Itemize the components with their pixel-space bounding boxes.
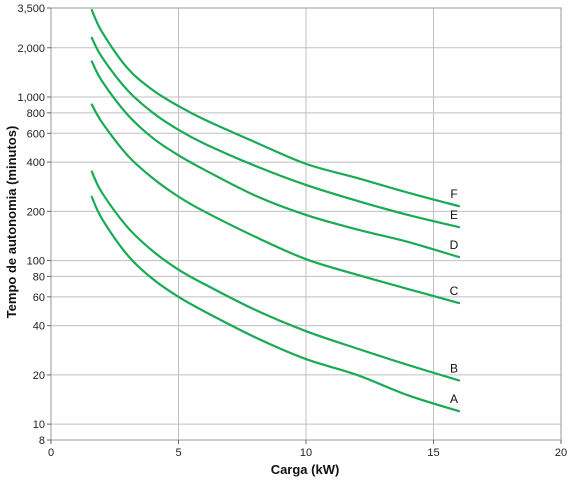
series-label-c: C	[450, 284, 459, 298]
y-tick-label: 600	[27, 128, 45, 140]
y-tick-label: 100	[27, 256, 45, 268]
y-tick-labels: 8 10 20 40 60 80 100 200 400 600 800 1,000 2,000 3,50…	[17, 3, 51, 447]
series-line-b	[90, 170, 461, 382]
y-tick-label: 200	[27, 206, 45, 218]
y-tick-label: 3,500	[17, 3, 45, 15]
y-tick-label: 10	[33, 419, 45, 431]
y-tick-label: 40	[33, 321, 45, 333]
series-line-a	[90, 195, 461, 413]
y-tick-label: 20	[33, 370, 45, 382]
x-tick-label: 15	[427, 447, 439, 459]
x-tick-label: 5	[175, 447, 181, 459]
y-tick-label: 1,000	[17, 92, 45, 104]
series-label-b: B	[450, 361, 458, 375]
series-line-f	[90, 8, 461, 208]
x-tick-labels: 0 5 10 15 20	[48, 440, 567, 459]
y-tick-label: 8	[39, 435, 45, 447]
y-tick-label: 2,000	[17, 43, 45, 55]
y-tick-label: 80	[33, 271, 45, 283]
series-layer: A B C D EF	[90, 8, 461, 413]
x-tick-label: 10	[300, 447, 312, 459]
series-line-d	[90, 60, 461, 259]
series-label-e: E	[450, 208, 458, 222]
y-tick-label: 60	[33, 292, 45, 304]
y-axis-title: Tempo de autonomia (minutos)	[4, 126, 19, 319]
grid-layer	[50, 7, 562, 441]
series-line-e	[90, 36, 461, 229]
series-label-a: A	[450, 392, 458, 406]
y-tick-label: 800	[27, 108, 45, 120]
series-label-d: D	[450, 238, 459, 252]
x-tick-label: 0	[48, 447, 54, 459]
y-tick-label: 400	[27, 157, 45, 169]
series-line-c	[90, 103, 461, 305]
x-axis-title: Carga (kW)	[271, 462, 340, 477]
series-label-f: F	[450, 187, 457, 201]
x-tick-label: 20	[555, 447, 567, 459]
